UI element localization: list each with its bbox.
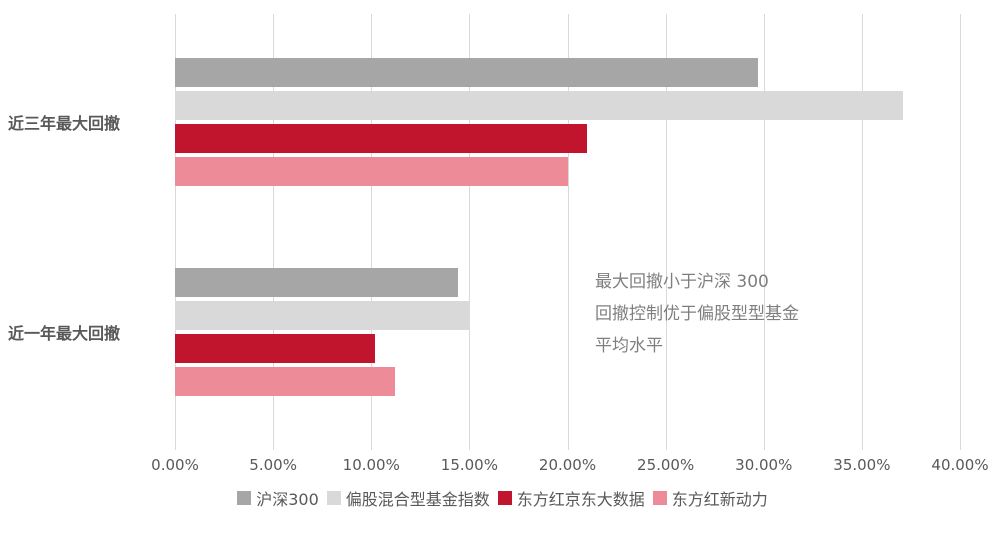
plot-area: 最大回撤小于沪深 300 回撤控制优于偏股型型基金 平均水平 bbox=[175, 14, 961, 450]
x-tick-label: 20.00% bbox=[538, 456, 597, 474]
bar-row bbox=[175, 334, 960, 363]
legend-swatch bbox=[497, 491, 512, 505]
bar bbox=[175, 334, 376, 363]
bar bbox=[175, 268, 458, 297]
legend-swatch bbox=[652, 491, 667, 505]
bar bbox=[175, 58, 758, 87]
bar-row bbox=[175, 91, 960, 120]
bar-group bbox=[175, 268, 960, 400]
bar bbox=[175, 124, 588, 153]
bar bbox=[175, 157, 568, 186]
legend-label: 偏股混合型基金指数 bbox=[345, 490, 490, 509]
gridline bbox=[175, 14, 176, 450]
annotation-line-3: 平均水平 bbox=[595, 336, 663, 356]
x-tick-label: 10.00% bbox=[342, 456, 400, 474]
legend-item: 东方红京东大数据 bbox=[497, 486, 645, 510]
x-tick-label: 40.00% bbox=[931, 456, 989, 474]
gridline bbox=[371, 14, 373, 450]
gridline bbox=[469, 14, 471, 450]
bar-row bbox=[175, 301, 960, 330]
x-tick-label: 15.00% bbox=[440, 456, 498, 474]
annotation: 最大回撤小于沪深 300 回撤控制优于偏股型型基金 平均水平 bbox=[595, 266, 799, 362]
gridline bbox=[273, 14, 275, 450]
annotation-line-2: 回撤控制优于偏股型型基金 bbox=[595, 304, 799, 324]
legend: 沪深300 偏股混合型基金指数 东方红京东大数据 东方红新动力 bbox=[0, 486, 1005, 510]
annotation-line-1: 最大回撤小于沪深 300 bbox=[595, 272, 769, 292]
bar bbox=[175, 301, 470, 330]
x-tick-label: 0.00% bbox=[151, 456, 199, 474]
gridline bbox=[960, 14, 961, 450]
x-tick-label: 30.00% bbox=[735, 456, 793, 474]
gridline bbox=[861, 14, 863, 450]
x-axis: 0.00% 5.00% 10.00% 15.00% 20.00% 25.00% 30.00%… bbox=[151, 456, 988, 478]
gridline bbox=[665, 14, 667, 450]
bar bbox=[175, 91, 904, 120]
bar-row bbox=[175, 268, 960, 297]
category-label-1yr-max-drawdown: 近一年最大回撤 bbox=[8, 324, 121, 343]
gridline bbox=[567, 14, 569, 450]
bar bbox=[175, 367, 395, 396]
legend-item: 沪深300 bbox=[237, 486, 319, 510]
legend-swatch bbox=[237, 491, 252, 505]
category-label-3yr-max-drawdown: 近三年最大回撤 bbox=[8, 114, 121, 133]
x-tick-label: 5.00% bbox=[249, 456, 297, 474]
gridline bbox=[763, 14, 765, 450]
legend-label: 东方红京东大数据 bbox=[516, 490, 645, 509]
legend-label: 沪深300 bbox=[256, 490, 319, 509]
legend-swatch bbox=[326, 491, 341, 505]
bar-row bbox=[175, 58, 960, 87]
bar-row bbox=[175, 157, 960, 186]
bar-group bbox=[175, 58, 960, 190]
x-tick-label: 35.00% bbox=[833, 456, 891, 474]
legend-label: 东方红新动力 bbox=[671, 490, 768, 509]
legend-item: 偏股混合型基金指数 bbox=[326, 486, 490, 510]
legend-item: 东方红新动力 bbox=[652, 486, 768, 510]
bar-row bbox=[175, 124, 960, 153]
x-tick-label: 25.00% bbox=[637, 456, 695, 474]
bar-row bbox=[175, 367, 960, 396]
